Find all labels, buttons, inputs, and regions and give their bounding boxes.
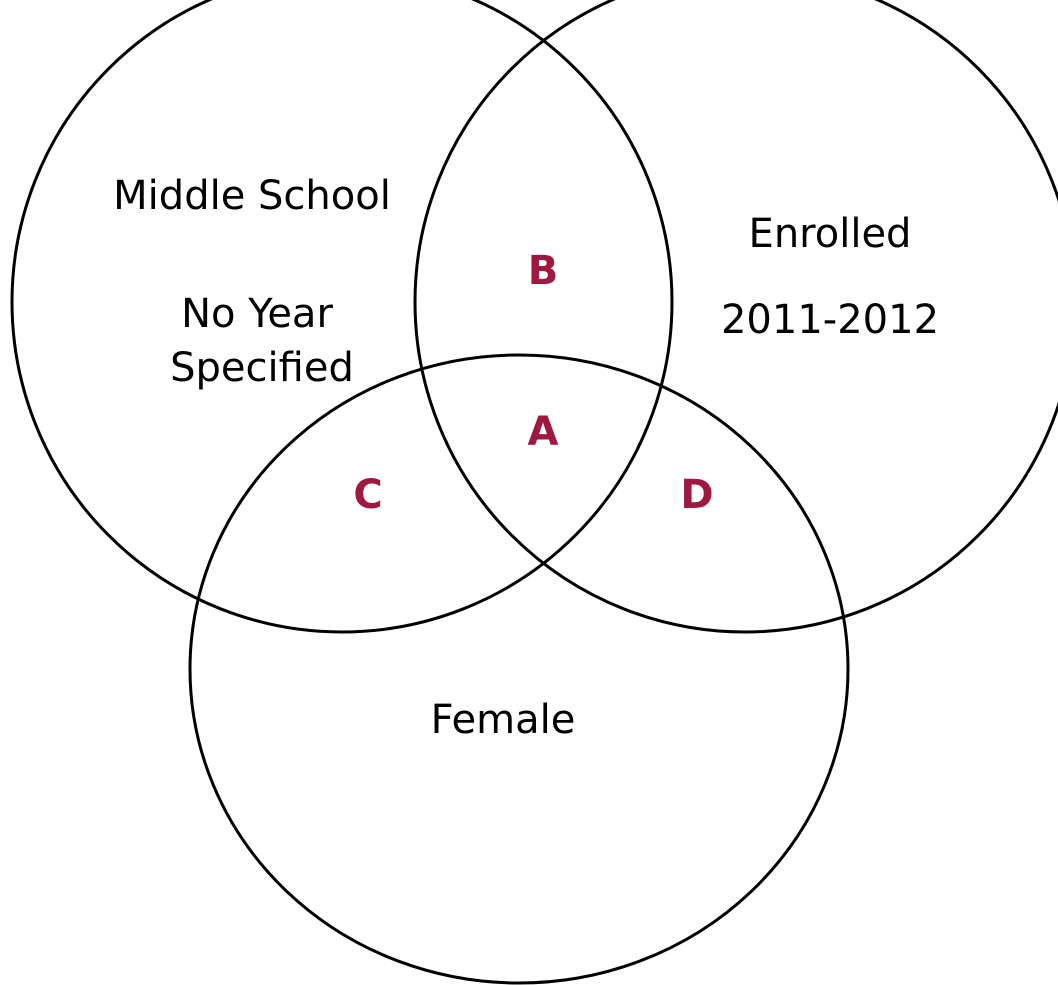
region-label: D <box>680 472 713 518</box>
set-label: Specified <box>170 345 354 391</box>
set-circle <box>413 0 1058 634</box>
set-circle <box>10 0 674 634</box>
region-label: B <box>528 248 559 294</box>
set-label: 2011-2012 <box>721 297 939 343</box>
set-label: Enrolled <box>749 211 912 257</box>
set-label: Middle School <box>113 173 391 219</box>
region-label: A <box>528 409 559 455</box>
set-label: Female <box>431 697 576 743</box>
set-label: No Year <box>181 291 333 337</box>
set-circle <box>188 353 850 985</box>
region-label: C <box>353 472 382 518</box>
